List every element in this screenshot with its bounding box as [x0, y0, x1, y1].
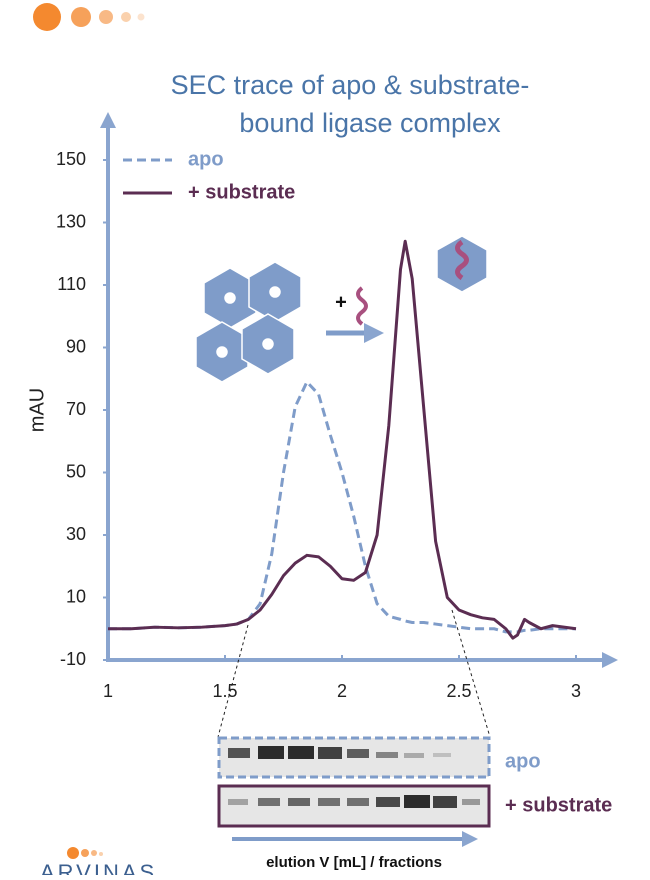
gel-label: elution V [mL] / fractions [266, 854, 442, 871]
hub [262, 338, 274, 350]
band [258, 746, 284, 759]
y-tick-label: 70 [66, 399, 86, 419]
dot [71, 7, 91, 27]
legend-label: + substrate [188, 181, 295, 203]
logo-text: ARVINAS [40, 860, 157, 875]
band [228, 748, 250, 758]
x-tick-label: 3 [571, 681, 581, 701]
y-axis-label: mAU [26, 388, 48, 432]
hub [269, 286, 281, 298]
dot [33, 3, 61, 31]
logo-dot [91, 850, 97, 856]
y-tick-label: 90 [66, 336, 86, 356]
zoom-line [451, 609, 491, 738]
gel-bands [228, 746, 480, 808]
y-tick-label: 110 [57, 274, 86, 294]
annotation: + [335, 291, 347, 313]
band [318, 798, 340, 806]
band [288, 798, 310, 806]
logo-dot [67, 847, 79, 859]
gel: apo + substrate elution V [mL] / fractio… [217, 736, 612, 871]
chart-title: SEC trace of apo & substrate- [171, 70, 530, 100]
gel-row-label: apo [505, 750, 541, 772]
substrate-icon [455, 239, 469, 281]
band [404, 795, 430, 808]
y-tick-label: 10 [66, 586, 86, 606]
band [288, 746, 314, 759]
dot [99, 10, 113, 24]
logo-dot [81, 849, 89, 857]
ligase-substrate-icon [436, 235, 488, 293]
y-tick-label: -10 [60, 649, 86, 669]
band [376, 797, 400, 807]
x-tick-label: 2.5 [446, 681, 471, 701]
legend-label: apo [188, 148, 224, 170]
x-tick-label: 1 [103, 681, 113, 701]
dot [137, 13, 145, 21]
gel-row-label: + substrate [505, 794, 612, 816]
y-tick-label: 130 [56, 211, 86, 231]
chart-title: bound ligase complex [239, 108, 501, 138]
band [433, 796, 457, 808]
band [258, 798, 280, 806]
series-line [108, 239, 577, 640]
substrate-icon [356, 286, 368, 326]
hub [216, 346, 228, 358]
band [404, 753, 424, 758]
band [228, 799, 248, 805]
band [433, 753, 451, 757]
zoom-line [217, 624, 249, 738]
decor-dots [33, 3, 145, 31]
logo-dot [99, 852, 103, 856]
band [376, 752, 398, 758]
x-tick-label: 1.5 [212, 681, 237, 701]
hub [224, 292, 236, 304]
ligase-cluster-icon [195, 261, 302, 383]
y-tick-label: 150 [56, 149, 86, 169]
band [347, 798, 369, 806]
band [462, 799, 480, 805]
band [347, 749, 369, 758]
x-tick-label: 2 [337, 681, 347, 701]
dot [121, 12, 131, 22]
y-tick-label: 50 [66, 461, 86, 481]
series-line [108, 380, 576, 634]
logo: ARVINAS [40, 847, 157, 880]
band [318, 747, 342, 759]
y-tick-label: 30 [66, 524, 86, 544]
